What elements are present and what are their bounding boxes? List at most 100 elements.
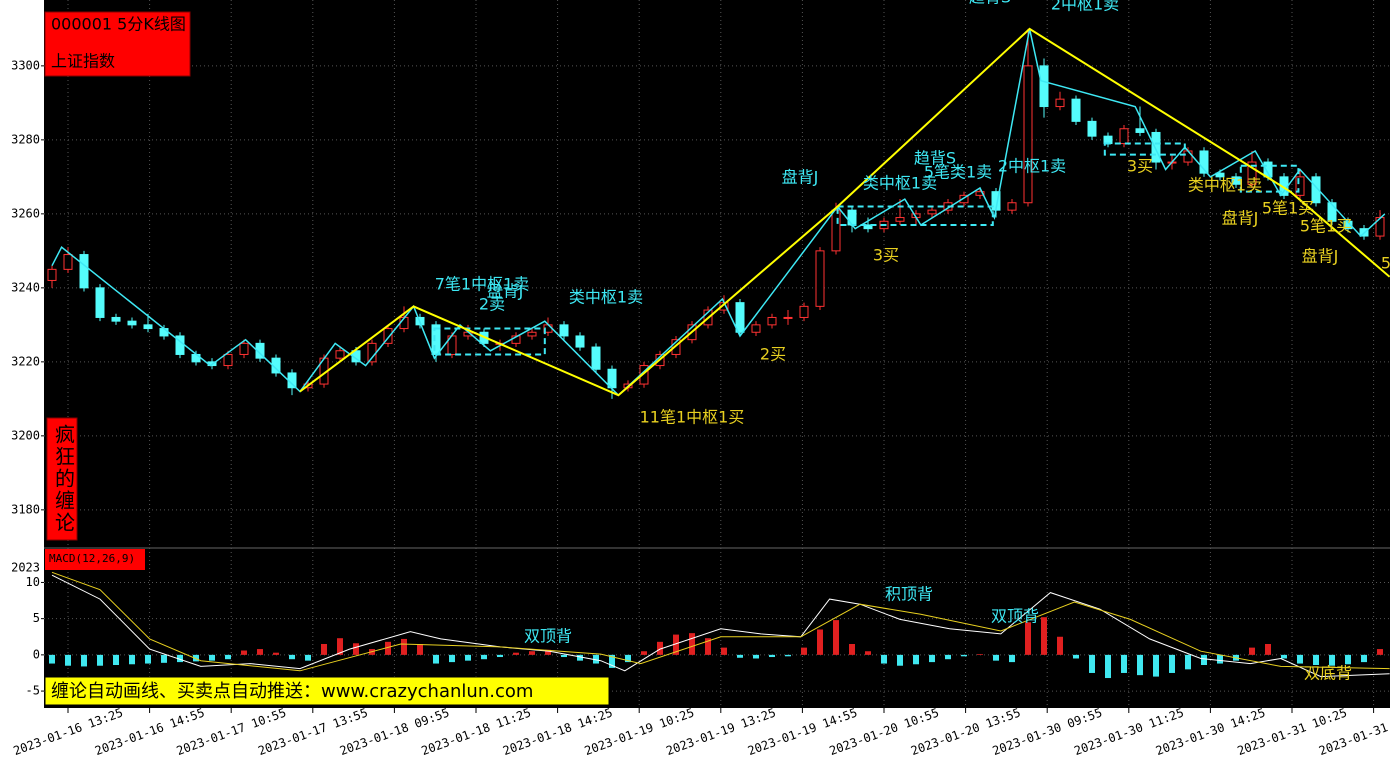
macd-bar bbox=[1073, 654, 1079, 659]
code-title: 000001 5分K线图 bbox=[51, 15, 186, 34]
macd-title-box bbox=[45, 549, 145, 570]
candle-body bbox=[671, 339, 681, 355]
macd-bar bbox=[1153, 654, 1159, 677]
candle-body bbox=[367, 342, 377, 363]
macd-bar bbox=[849, 644, 855, 655]
dea-line bbox=[51, 571, 1390, 672]
macd-bar bbox=[769, 654, 775, 658]
annotation: 类中枢1卖 bbox=[863, 174, 937, 193]
plot-background bbox=[44, 0, 1390, 708]
annotation: 2中枢1卖 bbox=[998, 157, 1066, 176]
annotation: 5笔1买 bbox=[1300, 217, 1352, 236]
macd-bar bbox=[97, 654, 103, 666]
dif-line bbox=[51, 574, 1390, 678]
index-name: 上证指数 bbox=[51, 52, 115, 71]
macd-bar bbox=[113, 654, 119, 665]
candle-body bbox=[255, 342, 265, 359]
y-tick-label: 10 bbox=[26, 575, 40, 589]
annotation: 5笔1买 bbox=[1262, 199, 1314, 218]
macd-bar bbox=[1025, 622, 1031, 655]
y-tick-label: 3280 bbox=[11, 132, 40, 146]
macd-bar bbox=[289, 654, 295, 660]
macd-bar bbox=[449, 654, 455, 663]
macd-bar bbox=[353, 643, 359, 655]
macd-bar bbox=[1217, 654, 1223, 664]
macd-bar bbox=[1313, 654, 1319, 665]
candle-body bbox=[895, 217, 905, 222]
y-tick-label: 3220 bbox=[11, 354, 40, 368]
candle-body bbox=[815, 250, 825, 307]
macd-bar bbox=[929, 654, 935, 663]
macd-bar bbox=[481, 654, 487, 660]
y-tick-label: 0 bbox=[33, 647, 40, 661]
candle-body bbox=[799, 305, 809, 318]
macd-bar bbox=[1345, 654, 1351, 665]
side-label-box bbox=[46, 417, 78, 541]
candle-body bbox=[959, 194, 969, 204]
candle-body bbox=[1183, 150, 1193, 163]
macd-bar bbox=[593, 654, 599, 664]
annotation: 趋背S bbox=[914, 149, 956, 168]
y-tick-label: 3300 bbox=[11, 58, 40, 72]
macd-bar bbox=[977, 654, 983, 655]
macd-bar bbox=[865, 651, 871, 655]
candle-body bbox=[575, 335, 585, 348]
candle-body bbox=[975, 191, 985, 196]
macd-bar bbox=[1009, 654, 1015, 663]
macd-bar bbox=[433, 654, 439, 664]
candle-body bbox=[1103, 135, 1113, 145]
candle-body bbox=[1151, 131, 1161, 163]
macd-bar bbox=[1249, 647, 1255, 655]
candle-body bbox=[1007, 202, 1017, 211]
candle-body bbox=[1215, 172, 1225, 178]
macd-bar bbox=[609, 654, 615, 668]
macd-bar bbox=[1105, 654, 1111, 679]
macd-bar bbox=[1281, 654, 1287, 659]
macd-bar bbox=[897, 654, 903, 666]
candle-body bbox=[1135, 128, 1145, 133]
candle-body bbox=[223, 353, 233, 367]
annotation: 2卖 bbox=[479, 295, 505, 314]
candle-body bbox=[1087, 120, 1097, 137]
macd-bar bbox=[65, 654, 71, 666]
annotation: 类中枢1卖 bbox=[569, 288, 643, 307]
macd-bar bbox=[129, 654, 135, 665]
macd-bar bbox=[1361, 654, 1367, 663]
annotation: 趋背S bbox=[969, 0, 1011, 7]
macd-bar bbox=[225, 654, 231, 660]
zhongshu-box bbox=[433, 327, 546, 356]
macd-bar bbox=[1265, 644, 1271, 655]
annotation: 类中枢1卖 bbox=[1188, 176, 1262, 195]
macd-bar bbox=[657, 641, 663, 655]
macd-bar bbox=[1137, 654, 1143, 676]
macd-bar bbox=[817, 629, 823, 655]
macd-bar bbox=[273, 652, 279, 655]
candle-body bbox=[1311, 176, 1321, 204]
annotation: 5 bbox=[1381, 254, 1390, 273]
candle-body bbox=[1071, 98, 1081, 122]
macd-bar bbox=[241, 650, 247, 655]
annotation: 2买 bbox=[760, 345, 786, 364]
macd-bar bbox=[1089, 654, 1095, 673]
macd-title: MACD(12,26,9) bbox=[49, 552, 135, 565]
candle-body bbox=[127, 320, 137, 326]
zhongshu-box bbox=[1239, 164, 1300, 193]
candle-body bbox=[63, 254, 73, 270]
macd-bar bbox=[833, 620, 839, 655]
candle-body bbox=[47, 268, 57, 281]
macd-bar bbox=[161, 654, 167, 663]
y-tick-label: 3180 bbox=[11, 502, 40, 516]
banner-box bbox=[44, 676, 610, 706]
macd-bar bbox=[145, 654, 151, 664]
candle-body bbox=[1247, 161, 1257, 185]
y-tick-label: 3200 bbox=[11, 428, 40, 442]
macd-bar bbox=[1201, 654, 1207, 665]
candle-body bbox=[239, 342, 249, 355]
candle-body bbox=[1055, 98, 1065, 108]
macd-bar bbox=[881, 654, 887, 664]
annotation: 11笔1中枢1买 bbox=[640, 408, 745, 427]
macd-bar bbox=[641, 651, 647, 655]
macd-bar bbox=[1169, 654, 1175, 673]
macd-bar bbox=[305, 654, 311, 661]
